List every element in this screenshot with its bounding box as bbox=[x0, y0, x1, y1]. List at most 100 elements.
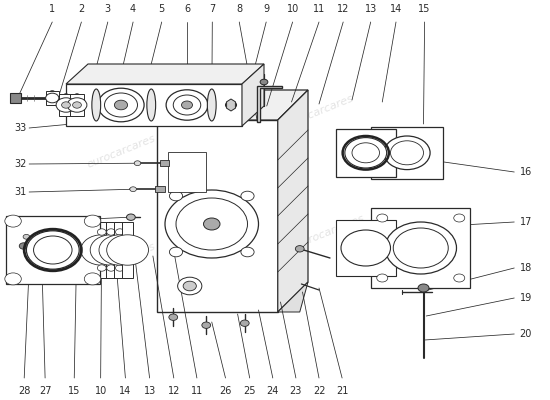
Circle shape bbox=[26, 231, 79, 269]
Polygon shape bbox=[371, 208, 470, 288]
Text: 31: 31 bbox=[14, 187, 26, 197]
Circle shape bbox=[107, 229, 116, 235]
Circle shape bbox=[202, 322, 211, 328]
Circle shape bbox=[183, 281, 196, 291]
Circle shape bbox=[84, 215, 101, 227]
Circle shape bbox=[241, 247, 254, 257]
Circle shape bbox=[104, 93, 138, 117]
Circle shape bbox=[116, 265, 124, 271]
Text: 20: 20 bbox=[520, 329, 532, 339]
Text: 10: 10 bbox=[95, 386, 107, 396]
Text: 4: 4 bbox=[130, 4, 136, 14]
Bar bbox=[66, 84, 242, 126]
Text: 16: 16 bbox=[520, 167, 532, 177]
Circle shape bbox=[73, 102, 81, 108]
Polygon shape bbox=[278, 90, 308, 312]
Bar bbox=[59, 94, 73, 116]
Text: eurocarcares: eurocarcares bbox=[294, 214, 366, 250]
Circle shape bbox=[390, 141, 424, 165]
Circle shape bbox=[134, 161, 141, 166]
Text: eurocarcares: eurocarcares bbox=[85, 242, 157, 278]
Circle shape bbox=[123, 229, 132, 235]
Bar bbox=[114, 222, 125, 278]
Text: 14: 14 bbox=[119, 386, 131, 396]
Bar bbox=[106, 222, 117, 278]
Bar bbox=[96, 222, 107, 278]
Polygon shape bbox=[336, 129, 396, 177]
Text: 17: 17 bbox=[520, 217, 532, 227]
Circle shape bbox=[84, 273, 101, 285]
Circle shape bbox=[454, 214, 465, 222]
Circle shape bbox=[393, 228, 448, 268]
Circle shape bbox=[295, 246, 304, 252]
Bar bbox=[46, 91, 59, 105]
Circle shape bbox=[107, 265, 116, 271]
Polygon shape bbox=[371, 127, 443, 179]
Circle shape bbox=[99, 235, 141, 265]
Text: 27: 27 bbox=[39, 386, 51, 396]
Circle shape bbox=[97, 229, 106, 235]
Bar bbox=[10, 93, 21, 103]
Text: 29: 29 bbox=[14, 251, 26, 261]
Text: 6: 6 bbox=[184, 4, 190, 14]
Text: 26: 26 bbox=[219, 386, 232, 396]
Bar bbox=[160, 160, 169, 166]
Circle shape bbox=[418, 284, 429, 292]
Text: 7: 7 bbox=[209, 4, 216, 14]
Text: 23: 23 bbox=[290, 386, 302, 396]
Circle shape bbox=[56, 98, 76, 112]
Circle shape bbox=[260, 79, 268, 85]
Ellipse shape bbox=[147, 89, 156, 121]
Circle shape bbox=[123, 265, 132, 271]
Polygon shape bbox=[6, 216, 100, 284]
Circle shape bbox=[5, 273, 21, 285]
Circle shape bbox=[67, 98, 87, 112]
Text: 15: 15 bbox=[419, 4, 431, 14]
Polygon shape bbox=[227, 99, 235, 111]
Circle shape bbox=[46, 93, 59, 103]
Circle shape bbox=[107, 235, 148, 265]
Text: 32: 32 bbox=[14, 159, 26, 169]
Text: 33: 33 bbox=[14, 123, 26, 133]
Text: 13: 13 bbox=[144, 386, 156, 396]
Ellipse shape bbox=[60, 94, 72, 116]
Circle shape bbox=[173, 95, 201, 115]
Ellipse shape bbox=[207, 89, 216, 121]
Text: 14: 14 bbox=[390, 4, 402, 14]
Polygon shape bbox=[336, 220, 396, 276]
Circle shape bbox=[377, 214, 388, 222]
Text: 13: 13 bbox=[365, 4, 377, 14]
Circle shape bbox=[385, 222, 456, 274]
Circle shape bbox=[454, 274, 465, 282]
Text: 24: 24 bbox=[267, 386, 279, 396]
Circle shape bbox=[240, 320, 249, 326]
Circle shape bbox=[116, 229, 124, 235]
Circle shape bbox=[384, 136, 430, 170]
Text: 5: 5 bbox=[158, 4, 165, 14]
Circle shape bbox=[241, 191, 254, 201]
Text: 28: 28 bbox=[18, 386, 30, 396]
Circle shape bbox=[130, 187, 136, 192]
Text: 15: 15 bbox=[68, 386, 80, 396]
Text: 11: 11 bbox=[191, 386, 203, 396]
Circle shape bbox=[182, 101, 192, 109]
Polygon shape bbox=[66, 64, 264, 84]
Text: 2: 2 bbox=[78, 4, 85, 14]
Circle shape bbox=[23, 234, 30, 239]
Bar bbox=[70, 94, 84, 116]
Text: 22: 22 bbox=[313, 386, 325, 396]
Circle shape bbox=[114, 100, 128, 110]
Ellipse shape bbox=[72, 94, 82, 116]
Circle shape bbox=[345, 138, 387, 168]
Circle shape bbox=[97, 265, 106, 271]
Circle shape bbox=[169, 247, 183, 257]
Circle shape bbox=[226, 101, 236, 109]
Polygon shape bbox=[242, 64, 264, 126]
Text: 12: 12 bbox=[168, 386, 180, 396]
Circle shape bbox=[204, 218, 220, 230]
Circle shape bbox=[5, 215, 21, 227]
Text: 10: 10 bbox=[287, 4, 299, 14]
Ellipse shape bbox=[47, 91, 58, 105]
Ellipse shape bbox=[92, 89, 101, 121]
Circle shape bbox=[176, 198, 248, 250]
